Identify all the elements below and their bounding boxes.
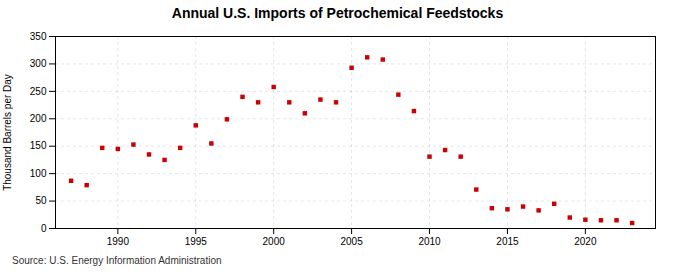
svg-text:2015: 2015	[496, 236, 519, 247]
svg-text:Thousand Barrels per Day: Thousand Barrels per Day	[2, 74, 13, 191]
svg-text:300: 300	[30, 58, 47, 69]
html-text:Source: U.S. Energy Informatio: Source: U.S. Energy Information Administ…	[12, 255, 222, 266]
svg-text:1990: 1990	[107, 236, 130, 247]
svg-text:250: 250	[30, 86, 47, 97]
svg-text:2010: 2010	[418, 236, 441, 247]
html-text:Annual U.S. Imports of Petroch: Annual U.S. Imports of Petrochemical Fee…	[171, 5, 504, 21]
svg-text:100: 100	[30, 168, 47, 179]
svg-text:2000: 2000	[263, 236, 286, 247]
svg-text:50: 50	[35, 195, 47, 206]
svg-text:1995: 1995	[185, 236, 208, 247]
svg-text:2005: 2005	[340, 236, 363, 247]
svg-text:150: 150	[30, 140, 47, 151]
svg-text:350: 350	[30, 31, 47, 42]
svg-text:0: 0	[41, 223, 47, 234]
svg-text:2020: 2020	[574, 236, 597, 247]
svg-text:200: 200	[30, 113, 47, 124]
